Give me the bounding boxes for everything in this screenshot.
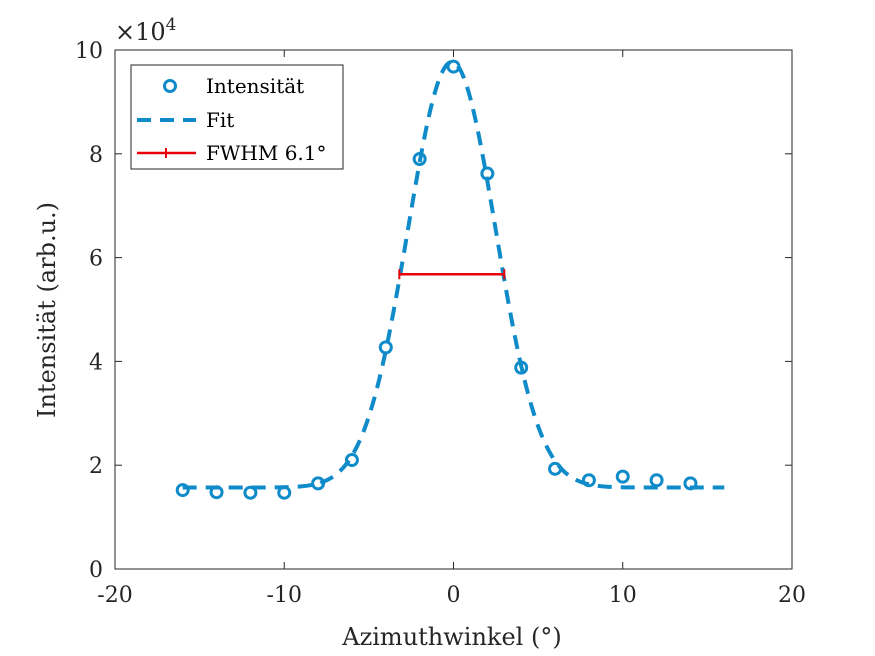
x-axis-label: Azimuthwinkel (°) xyxy=(341,623,561,651)
legend: Intensität Fit FWHM 6.1° xyxy=(130,64,344,170)
x-tick-label: 0 xyxy=(447,583,461,608)
data-point xyxy=(344,453,359,468)
data-point xyxy=(615,469,630,484)
y-tick-label: 0 xyxy=(89,558,103,583)
x-tick-label: 20 xyxy=(778,583,806,608)
data-point xyxy=(446,59,461,74)
y-multiplier-exponent: 4 xyxy=(166,15,177,35)
x-tick-label: -10 xyxy=(267,583,302,608)
y-tick-label: 6 xyxy=(89,247,103,272)
data-point xyxy=(412,151,427,166)
y-axis-label: Intensität (arb.u.) xyxy=(33,202,61,418)
plot-area xyxy=(175,59,725,500)
fit-line xyxy=(182,59,725,490)
data-point xyxy=(175,483,190,498)
y-tick-label: 2 xyxy=(89,454,103,479)
y-multiplier-base: ×10 xyxy=(115,18,166,46)
data-point xyxy=(480,166,495,181)
x-tick-label: -20 xyxy=(97,583,132,608)
y-tick-label: 8 xyxy=(89,143,103,168)
y-tick-label: 10 xyxy=(75,39,103,64)
data-point xyxy=(683,476,698,491)
data-point xyxy=(311,476,326,491)
legend-label: Fit xyxy=(206,108,234,132)
data-point xyxy=(649,473,664,488)
legend-label: FWHM 6.1° xyxy=(206,141,327,165)
axes: -20 -10 0 10 20 0 2 4 6 8 10 xyxy=(75,39,806,608)
data-point xyxy=(581,473,596,488)
data-point xyxy=(209,485,224,500)
legend-label: Intensität xyxy=(206,74,304,98)
data-point xyxy=(548,461,563,476)
x-tick-label: 10 xyxy=(609,583,637,608)
data-point xyxy=(243,485,258,500)
y-tick-label: 4 xyxy=(89,350,103,375)
data-point xyxy=(514,360,529,375)
legend-marker-icon xyxy=(163,79,177,93)
data-point xyxy=(378,340,393,355)
y-axis-multiplier: ×104 xyxy=(115,15,176,46)
data-point xyxy=(277,485,292,500)
